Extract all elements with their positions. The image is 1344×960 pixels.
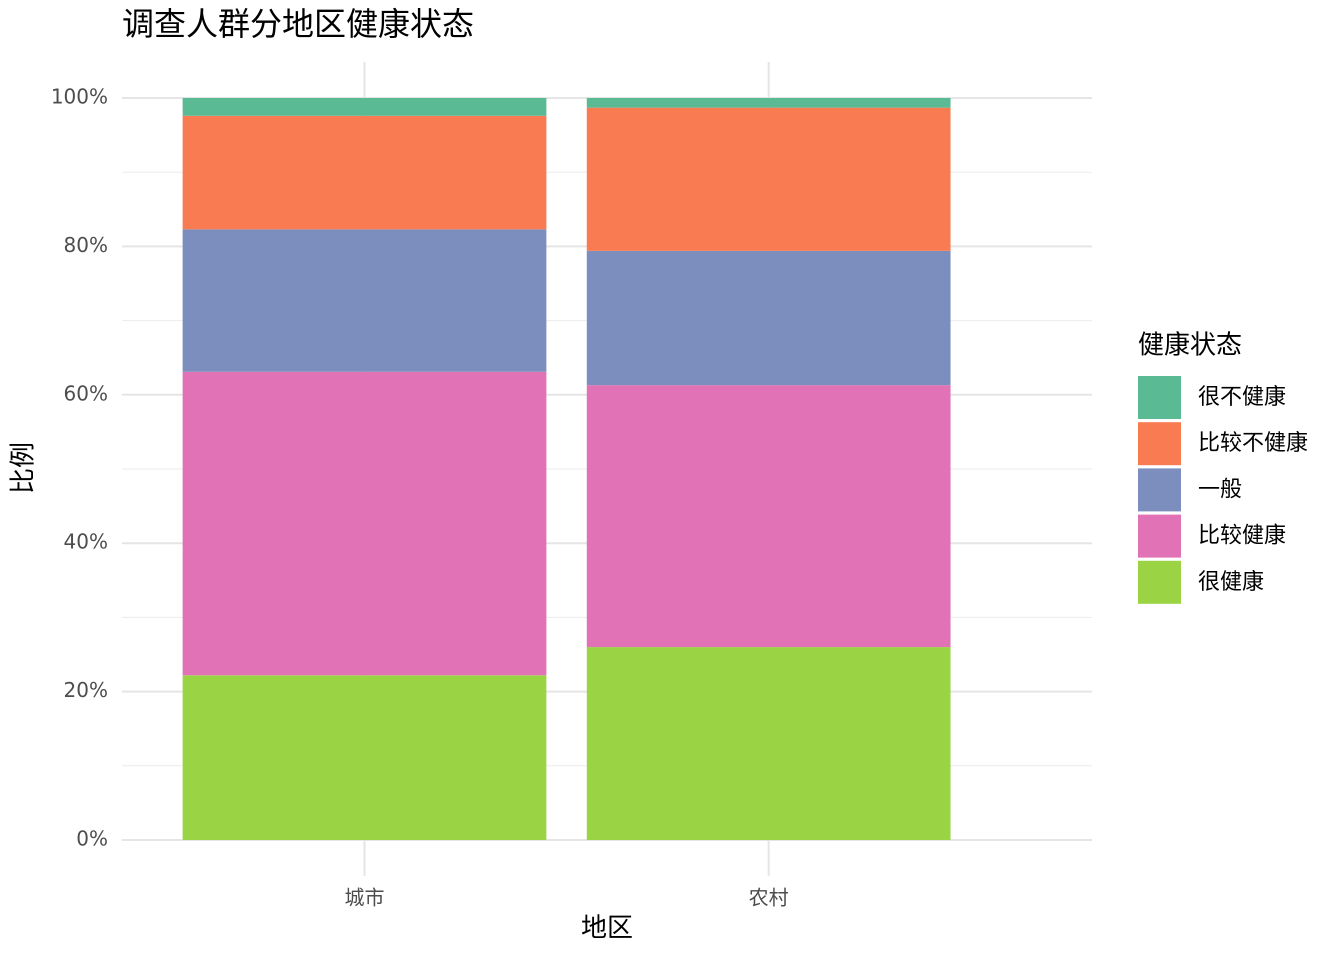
- chart-title: 调查人群分地区健康状态: [122, 5, 474, 43]
- legend-key: [1138, 514, 1181, 558]
- legend-label: 很不健康: [1198, 385, 1286, 410]
- x-axis-label: 地区: [581, 914, 633, 944]
- y-axis-label: 比例: [9, 442, 39, 494]
- y-tick-label: 0%: [76, 827, 108, 851]
- bar-segment: [586, 385, 951, 648]
- bar-segment: [182, 229, 547, 372]
- y-tick-label: 40%: [64, 530, 108, 554]
- bar-segment: [182, 98, 547, 116]
- y-tick-label: 80%: [64, 233, 108, 257]
- bar-segment: [586, 250, 951, 386]
- legend-key: [1138, 560, 1181, 604]
- x-tick-label: 城市: [345, 886, 385, 910]
- y-tick-label: 60%: [64, 381, 108, 405]
- legend-title: 健康状态: [1138, 331, 1242, 361]
- legend-label: 比较健康: [1198, 524, 1286, 549]
- bar-segment: [586, 107, 951, 251]
- legend-key: [1138, 376, 1181, 419]
- legend-label: 很健康: [1198, 570, 1264, 595]
- legend-label: 一般: [1198, 477, 1242, 502]
- bar-segment: [182, 371, 547, 676]
- x-tick-label: 农村: [749, 886, 789, 910]
- bar-segment: [586, 647, 951, 840]
- bar-segment: [182, 115, 547, 230]
- bar-segment: [182, 675, 547, 840]
- bar-segment: [586, 98, 951, 108]
- legend-key: [1138, 468, 1181, 512]
- y-tick-label: 100%: [51, 85, 108, 109]
- legend-key: [1138, 422, 1181, 466]
- y-tick-label: 20%: [64, 678, 108, 702]
- legend-label: 比较不健康: [1198, 431, 1308, 456]
